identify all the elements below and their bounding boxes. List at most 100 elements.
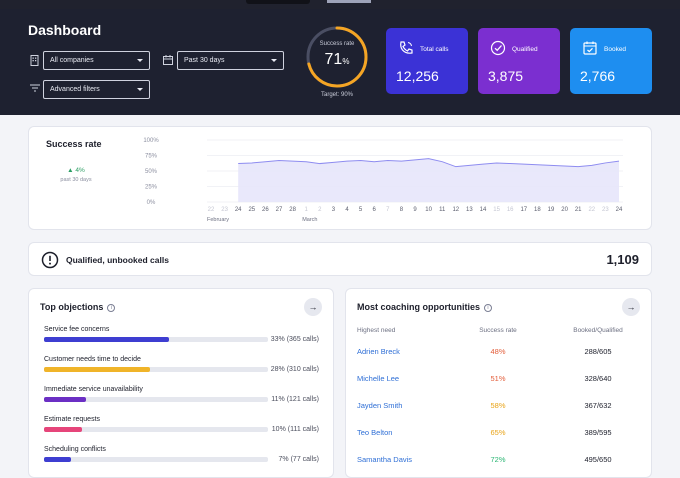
x-tick-label: 1	[305, 207, 309, 213]
x-tick-label: 22	[208, 207, 215, 213]
phone-icon	[398, 40, 414, 56]
company-select-value: All companies	[50, 57, 94, 64]
change-indicator: ▲ 4%	[46, 167, 106, 174]
success-rate-cell: 48%	[476, 347, 520, 356]
chevron-down-icon	[137, 59, 143, 62]
booked-qualified-cell: 367/632	[568, 401, 628, 410]
page-title: Dashboard	[28, 22, 101, 38]
objection-bar-track	[44, 337, 268, 342]
x-tick-label: 10	[425, 207, 432, 213]
window-tab-indicator[interactable]	[327, 0, 371, 3]
success-rate-cell: 72%	[476, 455, 520, 464]
objection-label: Scheduling conflicts	[44, 446, 106, 453]
x-tick-label: 8	[400, 207, 404, 213]
objection-value: 33% (365 calls)	[271, 336, 319, 343]
change-caption: past 30 days	[46, 177, 106, 183]
rep-name-link[interactable]: Adrien Breck	[357, 347, 400, 356]
info-icon[interactable]: i	[484, 304, 492, 312]
series-area	[238, 159, 619, 202]
objection-value: 11% (121 calls)	[271, 396, 319, 403]
x-tick-label: 12	[452, 207, 459, 213]
booked-qualified-cell: 389/595	[568, 428, 628, 437]
objection-bar-track	[44, 397, 268, 402]
column-header: Highest need	[357, 327, 395, 334]
x-tick-label: 2	[318, 207, 322, 213]
month-label: February	[207, 217, 229, 223]
qualified-unbooked-value: 1,109	[606, 252, 639, 267]
arrow-right-button[interactable]: →	[622, 298, 640, 316]
tile-value: 12,256	[396, 68, 439, 84]
objection-label: Service fee concerns	[44, 326, 109, 333]
month-label: March	[302, 217, 317, 223]
x-tick-label: 17	[520, 207, 527, 213]
x-tick-label: 9	[413, 207, 417, 213]
check-circle-icon	[490, 40, 506, 56]
calendar-icon	[163, 55, 173, 67]
objection-bar-fill	[44, 427, 82, 432]
top-window-bar	[0, 0, 680, 9]
objection-bar-fill	[44, 367, 150, 372]
y-tick-label: 75%	[145, 154, 158, 160]
x-tick-label: 24	[235, 207, 242, 213]
column-header: Success rate	[476, 327, 520, 334]
tile-value: 2,766	[580, 68, 615, 84]
qualified-unbooked-card[interactable]: Qualified, unbooked calls 1,109	[28, 242, 652, 276]
objection-bar-fill	[44, 337, 169, 342]
x-tick-label: 27	[276, 207, 283, 213]
rep-name-link[interactable]: Teo Belton	[357, 428, 392, 437]
calendar-check-icon	[582, 40, 598, 56]
table-row[interactable]: Adrien Breck 48% 288/605	[346, 347, 651, 361]
x-tick-label: 21	[575, 207, 582, 213]
x-tick-label: 19	[548, 207, 555, 213]
objection-label: Estimate requests	[44, 416, 100, 423]
gauge-target: Target: 90%	[305, 92, 369, 98]
building-icon	[30, 55, 39, 68]
x-tick-label: 13	[466, 207, 473, 213]
chevron-down-icon	[137, 88, 143, 91]
objection-value: 10% (111 calls)	[272, 426, 319, 433]
advanced-filters-select[interactable]: Advanced filters	[43, 80, 150, 99]
date-range-select[interactable]: Past 30 days	[177, 51, 284, 70]
objection-bar-track	[44, 457, 268, 462]
tile-label: Booked	[604, 46, 626, 53]
x-tick-label: 4	[345, 207, 349, 213]
success-rate-cell: 51%	[476, 374, 520, 383]
gauge-label: Success rate	[305, 41, 369, 47]
total-calls-tile[interactable]: Total calls 12,256	[386, 28, 468, 94]
info-icon[interactable]: i	[107, 304, 115, 312]
objection-bar-fill	[44, 457, 71, 462]
tile-value: 3,875	[488, 68, 523, 84]
qualified-unbooked-label: Qualified, unbooked calls	[66, 255, 169, 265]
arrow-right-button[interactable]: →	[304, 298, 322, 316]
objection-label: Immediate service unavailability	[44, 386, 143, 393]
x-tick-label: 28	[289, 207, 296, 213]
card-title: Success rate	[46, 139, 102, 149]
company-select[interactable]: All companies	[43, 51, 150, 70]
objection-bar-fill	[44, 397, 86, 402]
x-tick-label: 14	[480, 207, 487, 213]
rep-name-link[interactable]: Jayden Smith	[357, 401, 402, 410]
success-rate-card: Success rate ▲ 4% past 30 days 100%75%50…	[28, 126, 652, 230]
rep-name-link[interactable]: Samantha Davis	[357, 455, 412, 464]
booked-qualified-cell: 288/605	[568, 347, 628, 356]
x-tick-label: 11	[439, 207, 446, 213]
column-header: Booked/Qualified	[568, 327, 628, 334]
x-tick-label: 24	[616, 207, 623, 213]
booked-tile[interactable]: Booked 2,766	[570, 28, 652, 94]
objection-bar-track	[44, 427, 268, 432]
window-tab-active[interactable]	[246, 0, 310, 4]
x-tick-label: 22	[588, 207, 595, 213]
rep-name-link[interactable]: Michelle Lee	[357, 374, 399, 383]
dashboard-header: Dashboard All companies Past 30 days Adv…	[0, 9, 680, 115]
objection-value: 7% (77 calls)	[279, 456, 319, 463]
y-tick-label: 25%	[145, 185, 158, 191]
qualified-tile[interactable]: Qualified 3,875	[478, 28, 560, 94]
objection-bar-track	[44, 367, 268, 372]
x-tick-label: 20	[561, 207, 568, 213]
